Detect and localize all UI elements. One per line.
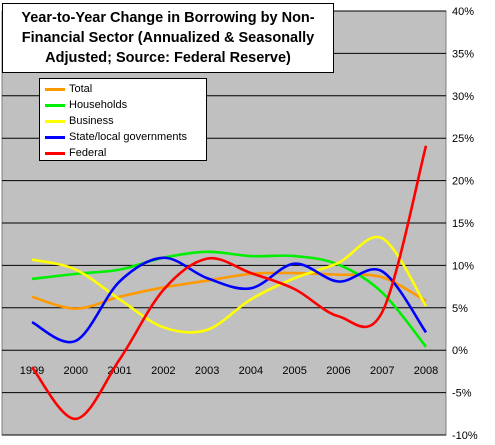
y-tick-label: 40% [452, 6, 474, 18]
x-tick-label: 2004 [239, 365, 263, 377]
x-tick-label: 2007 [370, 365, 394, 377]
x-tick-label: 2003 [195, 365, 219, 377]
series-line-business [31, 235, 428, 334]
x-tick-label: 2000 [64, 365, 88, 377]
legend-label-total: Total [69, 83, 93, 95]
x-tick-label: 2002 [151, 365, 175, 377]
y-tick-label: 5% [452, 303, 468, 315]
x-tick-label: 2005 [282, 365, 306, 377]
legend-item-total: Total [40, 81, 206, 97]
legend-swatch-state-local [45, 135, 65, 139]
series-lines [30, 145, 428, 421]
legend-item-business: Business [40, 113, 206, 129]
legend-swatch-federal [45, 151, 65, 155]
legend-item-state-local: State/local governments [40, 129, 206, 145]
legend: Total Households Business State/local go… [39, 78, 207, 161]
x-tick-label: 2006 [326, 365, 350, 377]
legend-swatch-households [45, 103, 65, 107]
y-axis-labels: 40% 35% 30% 25% 20% 15% 10% 5% 0% -5% -10% [452, 6, 478, 442]
title-line-3: Adjusted; Source: Federal Reserve) [45, 50, 291, 66]
title-line-2: Financial Sector (Annualized & Seasonall… [21, 30, 315, 46]
y-tick-label: 30% [452, 91, 474, 103]
x-tick-label: 2008 [414, 365, 438, 377]
series-line-federal [30, 145, 428, 421]
chart-title: Year-to-Year Change in Borrowing by Non-… [2, 3, 334, 73]
legend-swatch-total [45, 87, 65, 91]
x-axis-labels: 1999 2000 2001 2002 2003 2004 2005 2006 2007 2008 [20, 365, 438, 377]
legend-swatch-business [45, 119, 65, 123]
legend-label-business: Business [69, 115, 114, 127]
x-tick-label: 1999 [20, 365, 44, 377]
y-tick-label: 20% [452, 176, 474, 188]
legend-item-federal: Federal [40, 145, 206, 161]
y-tick-label: -10% [452, 430, 478, 442]
legend-label-state-local: State/local governments [69, 131, 188, 143]
series-line-state-local-governments [31, 256, 428, 344]
series-line-households [31, 250, 428, 348]
legend-label-households: Households [69, 99, 128, 111]
y-tick-label: 0% [452, 345, 468, 357]
y-tick-label: 15% [452, 218, 474, 230]
y-tick-label: 10% [452, 260, 474, 272]
legend-item-households: Households [40, 97, 206, 113]
y-tick-label: 25% [452, 133, 474, 145]
y-tick-label: -5% [452, 388, 472, 400]
legend-label-federal: Federal [69, 147, 107, 159]
title-line-1: Year-to-Year Change in Borrowing by Non- [21, 10, 315, 26]
y-tick-label: 35% [452, 48, 474, 60]
